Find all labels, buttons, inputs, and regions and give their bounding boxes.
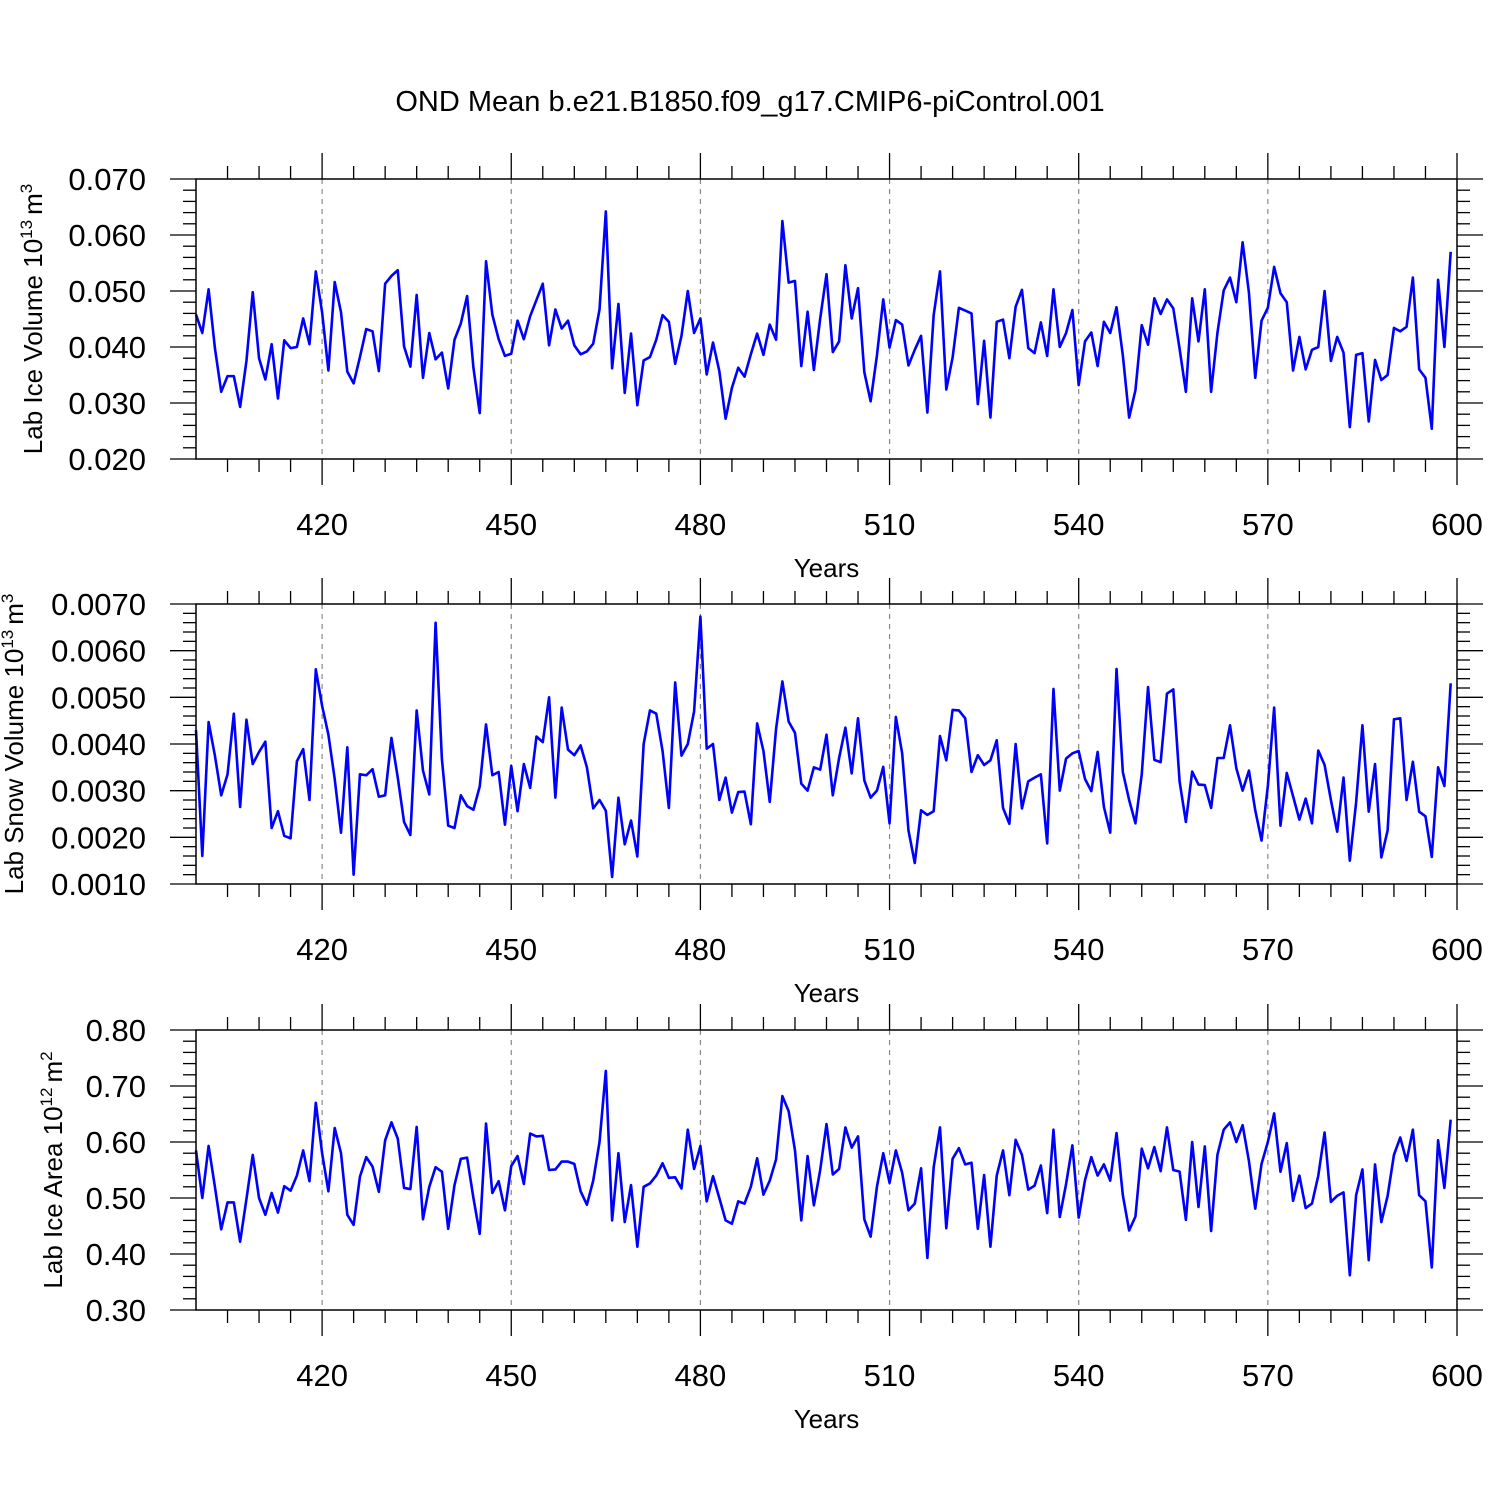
y-axis-label-text: Lab Ice Area 10 (38, 1106, 68, 1288)
x-axis-label: Years (794, 553, 860, 583)
y-tick-label: 0.40 (86, 1237, 146, 1272)
x-tick-label: 420 (296, 1358, 348, 1393)
y-axis-label-unit-exponent: 3 (17, 184, 36, 193)
y-axis-label-unit: m (38, 1061, 68, 1083)
x-tick-label: 420 (296, 507, 348, 542)
page-title: OND Mean b.e21.B1850.f09_g17.CMIP6-piCon… (395, 86, 1105, 118)
y-axis-label-exponent: 13 (17, 220, 36, 239)
y-axis-label-text: Lab Ice Volume 10 (18, 239, 48, 454)
x-tick-label: 450 (485, 932, 537, 967)
y-tick-label: 0.030 (68, 386, 146, 421)
y-tick-label: 0.060 (68, 218, 146, 253)
y-tick-label: 0.0070 (51, 587, 146, 622)
x-tick-label: 450 (485, 1358, 537, 1393)
x-tick-label: 480 (675, 507, 727, 542)
y-tick-label: 0.0060 (51, 634, 146, 669)
x-tick-label: 480 (675, 1358, 727, 1393)
y-axis-label-exponent: 13 (0, 630, 17, 649)
x-axis-label: Years (794, 978, 860, 1008)
x-tick-label: 510 (864, 932, 916, 967)
y-tick-label: 0.0020 (51, 820, 146, 855)
series-line-ice-area (194, 1069, 1452, 1277)
y-axis-label-exponent: 12 (37, 1088, 56, 1107)
panel-ice-volume: 420 450 480 510 540 570 600 0.020 0.030 0.040 0.05… (17, 153, 1483, 583)
y-axis-label-unit: m (18, 193, 48, 215)
x-tick-label: 540 (1053, 932, 1105, 967)
y-tick-label: 0.0050 (51, 680, 146, 715)
y-tick-label: 0.050 (68, 274, 146, 309)
x-tick-label: 570 (1242, 932, 1294, 967)
y-axis-label: Lab Ice Volume 1013 m3 (17, 184, 48, 454)
y-axis-label: Lab Ice Area 1012 m2 (37, 1051, 68, 1288)
x-tick-label: 420 (296, 932, 348, 967)
y-axis-label: Lab Snow Volume 1013 m3 (0, 594, 29, 895)
x-tick-label: 540 (1053, 507, 1105, 542)
x-tick-label: 600 (1431, 507, 1483, 542)
y-tick-label: 0.50 (86, 1181, 146, 1216)
x-tick-label: 540 (1053, 1358, 1105, 1393)
y-tick-label: 0.020 (68, 442, 146, 477)
y-tick-label: 0.30 (86, 1293, 146, 1328)
y-tick-label: 0.040 (68, 330, 146, 365)
panel-snow-volume: 420 450 480 510 540 570 600 0.0010 0.0020 0.0030 0… (0, 578, 1483, 1008)
y-tick-label: 0.80 (86, 1013, 146, 1048)
y-tick-label: 0.0030 (51, 774, 146, 809)
x-tick-label: 570 (1242, 1358, 1294, 1393)
y-tick-label: 0.70 (86, 1069, 146, 1104)
x-axis-label: Years (794, 1404, 860, 1434)
y-axis-label-unit-exponent: 3 (0, 594, 17, 603)
series-line-ice-volume (194, 210, 1452, 431)
y-axis-label-text: Lab Snow Volume 10 (0, 649, 29, 895)
x-tick-label: 450 (485, 507, 537, 542)
x-tick-label: 600 (1431, 932, 1483, 967)
y-tick-label: 0.0040 (51, 727, 146, 762)
y-tick-label: 0.070 (68, 162, 146, 197)
y-tick-label: 0.60 (86, 1125, 146, 1160)
x-tick-label: 510 (864, 507, 916, 542)
y-axis-label-unit: m (0, 603, 29, 625)
x-tick-label: 600 (1431, 1358, 1483, 1393)
y-tick-label: 0.0010 (51, 867, 146, 902)
panel-ice-area: 420 450 480 510 540 570 600 0.30 0.40 0.50 0.60 0.7… (37, 1004, 1483, 1434)
series-line-snow-volume (194, 615, 1452, 879)
x-tick-label: 570 (1242, 507, 1294, 542)
y-axis-label-unit-exponent: 2 (37, 1051, 56, 1060)
x-tick-label: 510 (864, 1358, 916, 1393)
x-tick-label: 480 (675, 932, 727, 967)
